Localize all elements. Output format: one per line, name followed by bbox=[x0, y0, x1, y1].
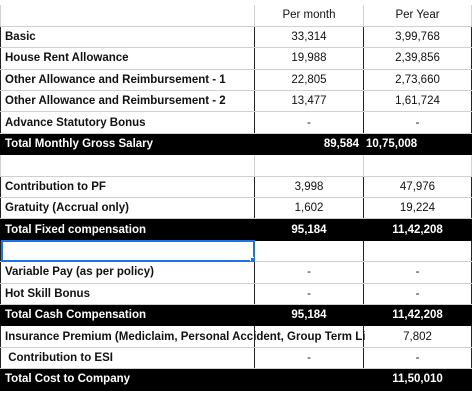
label-cell[interactable]: Total Fixed compensation bbox=[0, 218, 255, 241]
value-cell[interactable]: 7,802 bbox=[363, 325, 472, 348]
value-cell[interactable]: - bbox=[363, 346, 472, 370]
header-cell[interactable]: Per month bbox=[254, 5, 364, 27]
cell[interactable] bbox=[363, 154, 472, 177]
label-cell[interactable]: Total Cost to Company bbox=[0, 368, 255, 391]
blank-row bbox=[0, 154, 472, 177]
label-cell[interactable]: Hot Skill Bonus bbox=[0, 282, 255, 305]
label-cell[interactable]: Variable Pay (as per policy) bbox=[0, 261, 255, 284]
row: Variable Pay (as per policy) - - bbox=[0, 261, 472, 284]
value-cell[interactable]: 11,42,208 bbox=[363, 218, 472, 241]
label-cell[interactable]: Contribution to PF bbox=[0, 175, 255, 199]
value-cell[interactable]: - bbox=[363, 282, 472, 305]
value-cell[interactable]: - bbox=[254, 111, 364, 134]
value-cell[interactable]: 11,50,010 bbox=[363, 368, 472, 391]
value-cell[interactable]: 11,42,208 bbox=[363, 303, 472, 327]
value-cell[interactable]: 19,988 bbox=[254, 47, 364, 70]
total-row: Total Monthly Gross Salary 89,584 10,75,00… bbox=[0, 132, 472, 156]
label-cell[interactable]: Advance Statutory Bonus bbox=[0, 111, 255, 134]
header-row: Per month Per Year bbox=[0, 5, 472, 27]
total-row: Total Cost to Company 11,50,010 bbox=[0, 368, 472, 391]
value-cell[interactable]: 2,39,856 bbox=[363, 47, 472, 70]
blank-row bbox=[0, 239, 472, 263]
value-cell[interactable]: 22,805 bbox=[254, 68, 364, 92]
selected-cell[interactable] bbox=[0, 239, 255, 263]
total-row: Total Cash Compensation 95,184 11,42,208 bbox=[0, 303, 472, 327]
total-row: Total Fixed compensation 95,184 11,42,208 bbox=[0, 218, 472, 241]
cell[interactable] bbox=[254, 154, 364, 177]
value-cell[interactable]: 1,602 bbox=[254, 197, 364, 220]
value-cell[interactable]: - bbox=[254, 346, 364, 370]
cell[interactable] bbox=[0, 5, 255, 27]
fill-handle[interactable] bbox=[250, 257, 254, 261]
label-cell[interactable]: Other Allowance and Reimbursement - 1 bbox=[0, 68, 255, 92]
row: Other Allowance and Reimbursement - 2 13,… bbox=[0, 90, 472, 113]
label-cell[interactable]: Basic bbox=[0, 25, 255, 49]
value-cell[interactable]: 47,976 bbox=[363, 175, 472, 199]
label-cell[interactable]: Total Monthly Gross Salary bbox=[0, 132, 255, 156]
value-cell[interactable]: 19,224 bbox=[363, 197, 472, 220]
value-cell[interactable]: 1,61,724 bbox=[363, 90, 472, 113]
row: Contribution to ESI - - bbox=[0, 346, 472, 370]
value-cell[interactable]: 95,184 bbox=[254, 218, 364, 241]
label-cell[interactable]: Other Allowance and Reimbursement - 2 bbox=[0, 90, 255, 113]
value-cell[interactable]: 95,184 bbox=[254, 303, 364, 327]
value-cell[interactable]: - bbox=[363, 261, 472, 284]
label-cell[interactable]: House Rent Allowance bbox=[0, 47, 255, 70]
value-cell[interactable]: 3,99,768 bbox=[363, 25, 472, 49]
value-cell[interactable]: - bbox=[254, 261, 364, 284]
cell[interactable] bbox=[363, 239, 472, 263]
value-cell[interactable]: 13,477 bbox=[254, 90, 364, 113]
cell[interactable] bbox=[254, 239, 364, 263]
value-cell[interactable]: 89,584 bbox=[254, 132, 364, 156]
label-cell[interactable]: Insurance Premium (Mediclaim, Personal A… bbox=[0, 325, 365, 348]
value-cell[interactable]: 3,998 bbox=[254, 175, 364, 199]
row: Other Allowance and Reimbursement - 1 22,… bbox=[0, 68, 472, 92]
row: House Rent Allowance 19,988 2,39,856 bbox=[0, 47, 472, 70]
row: Basic 33,314 3,99,768 bbox=[0, 25, 472, 49]
spreadsheet: Per month Per Year Basic 33,314 3,99,768 H… bbox=[0, 5, 472, 391]
row: Gratuity (Accrual only) 1,602 19,224 bbox=[0, 197, 472, 220]
row: Contribution to PF 3,998 47,976 bbox=[0, 175, 472, 199]
value-cell[interactable]: 33,314 bbox=[254, 25, 364, 49]
value-cell[interactable]: 10,75,008 bbox=[363, 132, 472, 156]
header-cell[interactable]: Per Year bbox=[363, 5, 472, 27]
value-cell[interactable]: - bbox=[363, 111, 472, 134]
label-cell[interactable]: Contribution to ESI bbox=[0, 346, 255, 370]
cell[interactable] bbox=[254, 368, 364, 391]
label-cell[interactable]: Gratuity (Accrual only) bbox=[0, 197, 255, 220]
row: Advance Statutory Bonus - - bbox=[0, 111, 472, 134]
value-cell[interactable]: 2,73,660 bbox=[363, 68, 472, 92]
cell[interactable] bbox=[0, 154, 255, 177]
row: Hot Skill Bonus - - bbox=[0, 282, 472, 305]
row: Insurance Premium (Mediclaim, Personal A… bbox=[0, 325, 472, 348]
value-cell[interactable]: - bbox=[254, 282, 364, 305]
label-cell[interactable]: Total Cash Compensation bbox=[0, 303, 255, 327]
